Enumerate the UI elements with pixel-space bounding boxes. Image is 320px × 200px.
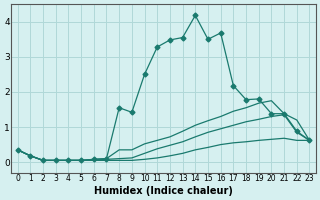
X-axis label: Humidex (Indice chaleur): Humidex (Indice chaleur) xyxy=(94,186,233,196)
